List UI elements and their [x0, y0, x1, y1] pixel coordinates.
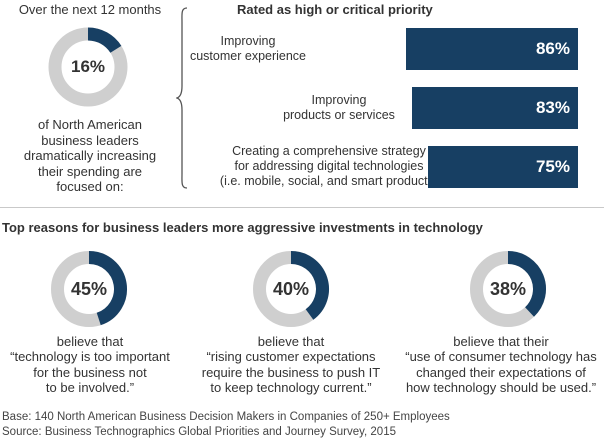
intro-description-line: dramatically increasing: [23, 148, 157, 164]
bar-label-line: customer experience: [189, 49, 307, 63]
bar: 83%: [412, 87, 578, 129]
reason-donut: 40%: [252, 250, 330, 328]
reason-line: believe that their: [453, 334, 549, 349]
reason-line: “use of consumer technology has: [405, 349, 597, 365]
reason-line: require the business to push IT: [201, 364, 381, 380]
bar: 75%: [428, 146, 578, 188]
bar-label-line: Improving: [311, 93, 367, 107]
donut-value-arc: [290, 251, 329, 320]
reason-donut: 45%: [50, 250, 128, 328]
reason-donut-label: 40%: [272, 278, 310, 299]
bar-label-line: products or services: [283, 108, 395, 122]
intro-description-line: business leaders: [41, 132, 139, 148]
bar-label-line: for addressing digital technologies: [234, 159, 424, 173]
reason-description: believe that their “use of consumer tech…: [398, 334, 604, 396]
donut-value-arc: [88, 251, 127, 326]
reason-line: believe that: [257, 334, 325, 349]
reason-donut-label: 38%: [489, 278, 527, 299]
bar-value-label: 75%: [535, 157, 570, 176]
reason-line: for the business not: [33, 364, 147, 380]
reason-description: believe that “technology is too importan…: [0, 334, 180, 396]
bar-label-line: Creating a comprehensive strategy: [232, 144, 426, 158]
intro-donut: 16%: [47, 26, 129, 108]
bar-label-line: Improving: [220, 34, 276, 48]
donut-value-arc: [507, 251, 546, 317]
bar-value-label: 86%: [535, 39, 570, 58]
reason-line: to be involved.”: [45, 380, 135, 396]
footnote-base: Base: 140 North American Business Decisi…: [2, 411, 450, 423]
intro-description-line: of North American: [37, 117, 143, 132]
donut-value-arc: [87, 27, 122, 54]
reason-line: changed their expectations of: [416, 364, 586, 380]
intro-description-line: focused on:: [56, 179, 124, 195]
bar-value-label: 83%: [535, 98, 570, 117]
reason-description: believe that “rising customer expectatio…: [186, 334, 396, 396]
reason-donut: 38%: [469, 250, 547, 328]
reason-donut-label: 45%: [70, 278, 108, 299]
reason-line: “rising customer expectations: [206, 349, 376, 365]
reason-line: to keep technology current.”: [210, 380, 372, 396]
bar-label-line: (i.e. mobile, social, and smart products…: [219, 174, 439, 188]
reason-line: believe that: [56, 334, 124, 349]
priority-chart-title: Rated as high or critical priority: [237, 2, 433, 17]
curly-bracket: [176, 7, 188, 189]
bar: 86%: [406, 28, 578, 70]
reason-line: how technology should be used.”: [405, 380, 597, 396]
intro-description-line: their spending are: [37, 163, 143, 179]
intro-donut-label: 16%: [70, 57, 106, 76]
footnote-source: Source: Business Technographics Global P…: [2, 426, 396, 438]
intro-description: of North American business leaders drama…: [0, 117, 180, 195]
reason-line: “technology is too important: [10, 349, 170, 365]
intro-title: Over the next 12 months: [18, 2, 162, 17]
section-divider: [0, 207, 604, 208]
reasons-title: Top reasons for business leaders more ag…: [2, 220, 483, 235]
